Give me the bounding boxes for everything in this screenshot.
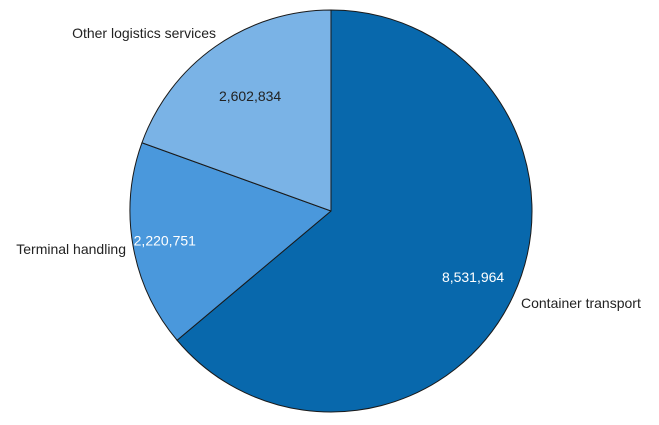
pie-slice-container-transport [176, 9, 533, 413]
category-label-container-transport: Container transport [521, 295, 641, 311]
value-label-terminal-handling: 2,220,751 [134, 233, 196, 249]
category-label-terminal-handling: Terminal handling [16, 241, 126, 257]
value-label-container-transport: 8,531,964 [442, 269, 504, 285]
pie-slices [129, 9, 533, 413]
pie-labels: 8,531,964 Container transport 2,220,751 Ter… [16, 25, 641, 311]
value-label-other-logistics-services: 2,602,834 [219, 88, 281, 104]
pie-slice-terminal-handling [129, 142, 332, 341]
pie-slice-other-logistics-services [141, 9, 332, 212]
category-label-other-logistics-services: Other logistics services [72, 25, 216, 41]
